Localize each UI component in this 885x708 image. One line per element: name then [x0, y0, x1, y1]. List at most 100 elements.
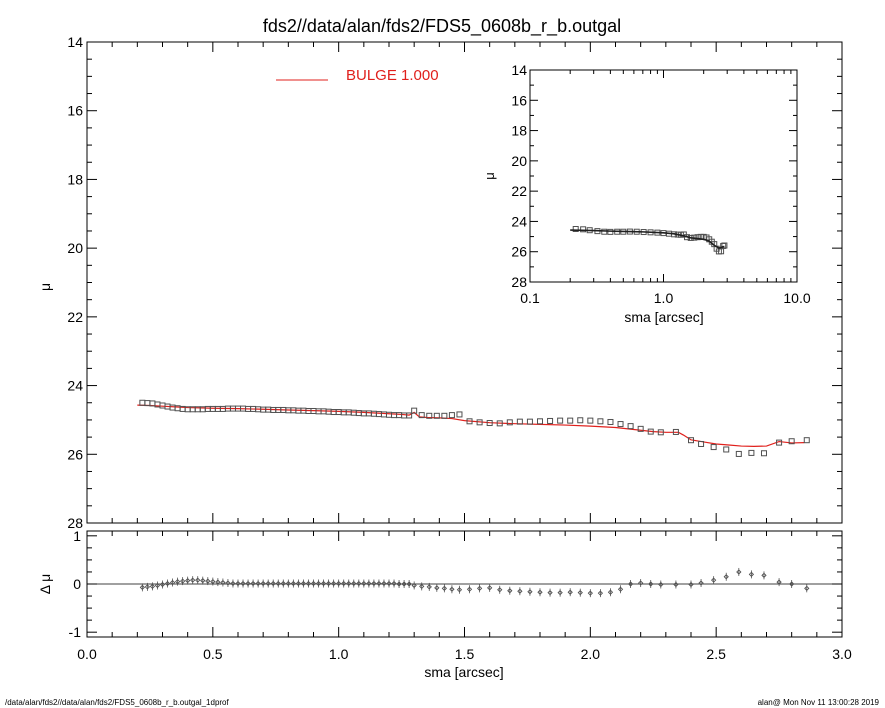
inset-y-tick-label: 22: [511, 183, 527, 199]
data-point: [476, 419, 483, 426]
data-point: [406, 412, 413, 419]
x-tick-label: 1.5: [455, 646, 475, 662]
x-tick-label: 2.0: [581, 646, 601, 662]
data-point: [637, 425, 644, 432]
residual-point: [411, 582, 417, 589]
residual-point: [285, 580, 291, 587]
residual-point: [139, 584, 146, 591]
residual-point: [265, 580, 271, 587]
residual-point: [305, 580, 312, 587]
residual-point: [336, 580, 342, 587]
data-point: [788, 438, 795, 445]
inset-x-tick-label: 1.0: [654, 290, 674, 306]
residual-point: [245, 580, 251, 587]
residual-point: [517, 588, 523, 594]
residual-point: [159, 581, 166, 588]
footer-user-timestamp: alan@ Mon Nov 11 13:00:28 2019: [757, 698, 879, 707]
residual-point: [255, 580, 261, 587]
inset-y-axis-label: μ: [482, 172, 497, 180]
data-point: [375, 411, 382, 418]
residual-point: [419, 583, 425, 590]
data-point: [139, 399, 146, 406]
residual-point: [149, 583, 156, 590]
inset-x-axis-label: sma [arcsec]: [624, 309, 703, 325]
residual-point: [210, 578, 216, 585]
residual-point: [497, 587, 503, 593]
data-point: [537, 418, 543, 425]
residual-point: [804, 585, 810, 591]
data-point: [365, 410, 372, 417]
data-point: [627, 423, 634, 430]
data-point: [607, 418, 614, 425]
residual-point: [401, 581, 407, 587]
data-point: [330, 409, 337, 416]
inset-y-tick-label: 18: [511, 123, 527, 139]
inset-y-tick-label: 14: [511, 62, 527, 78]
data-point: [657, 429, 664, 436]
residual-point: [185, 577, 191, 584]
residual-point: [557, 590, 563, 596]
residual-point: [426, 584, 432, 590]
residual-point: [449, 586, 455, 592]
data-point: [380, 411, 387, 418]
residual-point: [315, 580, 322, 587]
data-point: [396, 412, 403, 419]
residual-point: [648, 581, 654, 587]
main-y-tick-label: 26: [67, 446, 83, 462]
residual-point: [225, 580, 231, 586]
data-point: [466, 418, 473, 425]
residual-point: [434, 585, 440, 591]
residual-point: [711, 577, 717, 583]
data-point: [723, 446, 730, 453]
bulge-model-line: [137, 404, 805, 447]
residual-point: [456, 587, 463, 593]
data-point: [355, 410, 362, 417]
inset-x-tick-label: 10.0: [783, 290, 810, 306]
data-point: [401, 412, 408, 419]
residual-point: [567, 589, 573, 595]
x-axis-label: sma [arcsec]: [424, 664, 503, 680]
residual-point: [376, 580, 382, 587]
data-point: [411, 407, 418, 414]
main-y-tick-label: 20: [67, 240, 83, 256]
residual-point: [320, 580, 327, 587]
residual-point: [698, 580, 704, 586]
data-point: [486, 420, 493, 427]
data-point: [335, 409, 342, 416]
data-point: [587, 417, 594, 424]
residual-point: [154, 582, 161, 589]
main-y-axis-label: μ: [37, 283, 53, 291]
residual-point: [275, 580, 281, 587]
main-y-tick-label: 22: [67, 309, 83, 325]
residual-point: [270, 580, 276, 587]
residual-point: [761, 572, 767, 578]
residual-point: [466, 586, 473, 592]
data-point: [617, 421, 624, 428]
resid-y-tick-label: -1: [69, 624, 82, 640]
data-point: [370, 410, 377, 417]
residual-point: [396, 581, 402, 587]
residual-point: [789, 581, 795, 587]
inset-data-point: [721, 242, 728, 249]
inset-y-tick-label: 26: [511, 244, 527, 260]
data-point: [735, 450, 742, 457]
x-tick-label: 3.0: [832, 646, 852, 662]
inset-data-point: [580, 226, 587, 233]
data-point: [567, 417, 574, 424]
residual-point: [341, 580, 347, 587]
residual-point: [371, 580, 377, 587]
data-point: [340, 409, 347, 416]
main-y-tick-label: 28: [67, 515, 83, 531]
residual-point: [507, 588, 513, 594]
inset-data-point: [694, 234, 701, 241]
residual-point: [351, 580, 357, 587]
residual-point: [250, 580, 256, 587]
residual-point: [325, 580, 332, 587]
data-point: [698, 440, 705, 447]
data-point: [496, 420, 503, 427]
residual-point: [295, 580, 302, 587]
data-point: [350, 409, 357, 416]
residual-point: [330, 580, 337, 587]
x-tick-label: 2.5: [706, 646, 726, 662]
x-tick-label: 0.0: [77, 646, 97, 662]
